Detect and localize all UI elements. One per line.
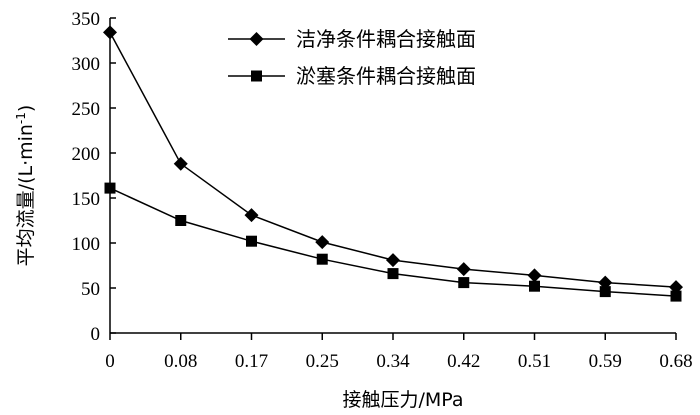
y-ticks: 0 50 100 150 200 250 300 350 [72, 9, 116, 345]
y-tick-label: 50 [81, 279, 100, 300]
series-2-point [387, 268, 399, 280]
series-2-point [175, 215, 187, 226]
x-tick-label: 0 [105, 351, 115, 372]
series-1-point [456, 262, 471, 277]
x-tick-label: 0.59 [589, 351, 622, 372]
legend-marker [249, 32, 264, 46]
y-axis-title-close: ) [15, 105, 37, 112]
legend-marker [251, 70, 262, 82]
series-1-point [315, 235, 330, 250]
x-tick-label: 0.34 [376, 351, 410, 372]
series-1-point [244, 208, 259, 223]
series-group [103, 25, 683, 302]
legend-label: 淤塞条件耦合接触面 [296, 64, 476, 88]
series-1-point [173, 156, 188, 171]
y-tick-label: 200 [72, 144, 101, 165]
y-tick-label: 250 [72, 99, 101, 120]
y-tick-label: 100 [72, 234, 101, 255]
series-1-point [386, 253, 400, 268]
x-tick-label: 0.42 [447, 351, 480, 372]
legend-label: 洁净条件耦合接触面 [296, 27, 476, 51]
y-axis-title: 平均流量/(L·min-1) [14, 105, 37, 267]
x-axis-title: 接触压力/MPa [342, 389, 463, 411]
y-axis-title-superscript: -1 [14, 112, 28, 124]
x-tick-label: 0.25 [306, 351, 339, 372]
legend-item-2: 淤塞条件耦合接触面 [228, 64, 476, 88]
series-2 [104, 182, 682, 302]
y-tick-label: 350 [72, 9, 101, 30]
x-tick-label: 0.17 [235, 351, 268, 372]
series-2-point [458, 277, 470, 289]
series-2-point [599, 286, 611, 298]
y-tick-label: 0 [91, 324, 101, 345]
y-axis-title-main: 平均流量/(L·min [15, 124, 37, 266]
series-1-point [103, 25, 117, 40]
series-2-point [316, 253, 328, 265]
series-2-point [246, 235, 257, 247]
x-ticks: 0 0.08 0.17 0.25 0.34 0.42 0.51 0.59 0.68 [105, 333, 693, 372]
y-tick-label: 300 [72, 54, 101, 75]
x-tick-label: 0.68 [659, 351, 692, 372]
legend-item-1: 洁净条件耦合接触面 [228, 27, 476, 51]
y-tick-label: 150 [72, 189, 101, 210]
series-2-point [104, 182, 116, 194]
x-tick-label: 0.08 [164, 351, 197, 372]
series-2-point [670, 290, 682, 302]
series-2-line [109, 187, 677, 297]
series-2-point [529, 280, 540, 292]
series-1-point [527, 268, 542, 283]
x-tick-label: 0.51 [518, 351, 551, 372]
